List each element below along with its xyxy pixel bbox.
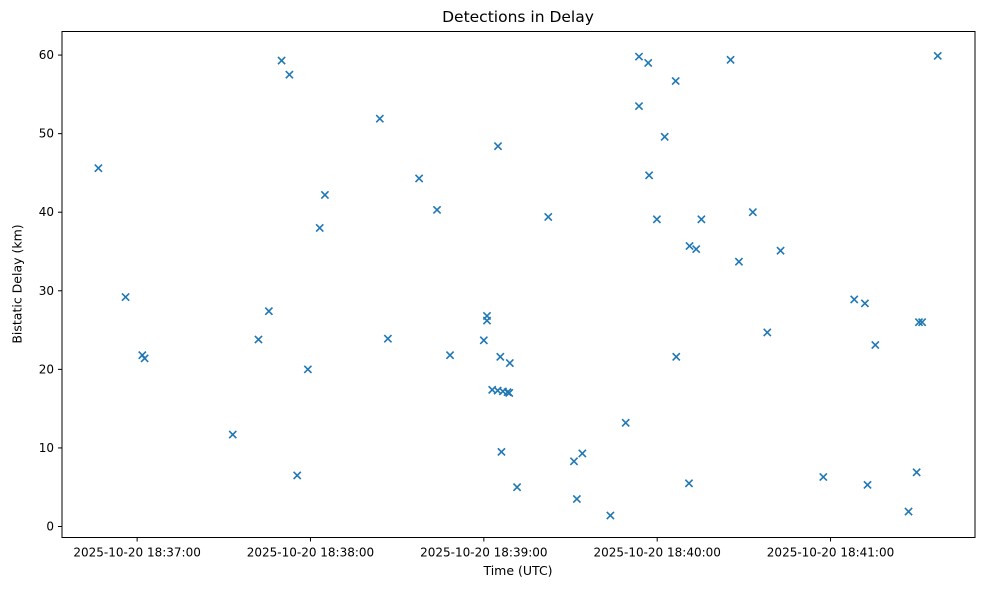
- y-tick-label: 30: [39, 284, 54, 298]
- x-tick-label: 2025-10-20 18:38:00: [247, 546, 374, 560]
- data-point-marker: [375, 114, 384, 123]
- data-point-marker: [432, 205, 442, 215]
- data-point-marker: [578, 449, 587, 458]
- data-point-marker: [544, 212, 553, 222]
- data-point-marker: [496, 352, 505, 361]
- data-point-marker: [933, 51, 942, 61]
- y-axis-label: Bistatic Delay (km): [9, 224, 25, 344]
- data-point-marker: [497, 447, 506, 457]
- data-point-marker: [914, 318, 924, 327]
- x-axis-label: Time (UTC): [483, 563, 553, 578]
- data-point-marker: [303, 365, 313, 374]
- data-point-marker: [652, 215, 662, 224]
- data-point-marker: [512, 483, 522, 492]
- data-point-marker: [414, 174, 424, 183]
- data-point-marker: [621, 418, 630, 427]
- data-point-marker: [94, 164, 103, 173]
- data-point-marker: [850, 295, 859, 304]
- data-point-marker: [692, 244, 701, 254]
- data-point-marker: [569, 457, 579, 466]
- data-point-marker: [672, 352, 681, 361]
- data-point-marker: [748, 208, 757, 217]
- data-point-marker: [644, 171, 654, 180]
- data-point-marker: [863, 480, 872, 490]
- y-tick-label: 60: [39, 48, 54, 62]
- data-point-marker: [606, 511, 615, 520]
- data-point-marker: [320, 190, 330, 200]
- data-point-marker: [660, 132, 669, 141]
- data-point-marker: [697, 215, 706, 224]
- x-tick-label: 2025-10-20 18:41:00: [767, 546, 894, 560]
- data-point-marker: [871, 340, 880, 350]
- data-point-marker: [634, 52, 644, 61]
- y-tick-label: 20: [39, 362, 54, 376]
- data-point-marker: [254, 335, 263, 344]
- data-point-marker: [634, 101, 644, 111]
- data-point-marker: [482, 316, 492, 325]
- data-point-marker: [860, 299, 870, 308]
- data-point-marker: [277, 56, 286, 65]
- data-point-marker: [644, 58, 653, 68]
- y-tick-label: 10: [39, 441, 54, 455]
- data-point-marker: [819, 472, 828, 482]
- data-point-marker: [285, 70, 294, 79]
- data-point-marker: [315, 223, 324, 233]
- x-tick-label: 2025-10-20 18:39:00: [420, 546, 547, 560]
- data-point-marker: [572, 494, 582, 504]
- data-point-marker: [445, 351, 455, 360]
- data-point-marker: [293, 471, 302, 480]
- data-point-marker: [917, 318, 927, 327]
- data-point-marker: [671, 76, 680, 86]
- y-tick-label: 0: [46, 520, 54, 534]
- data-point-marker: [904, 507, 913, 516]
- data-point-marker: [228, 430, 237, 439]
- plot-title: Detections in Delay: [442, 8, 594, 26]
- x-tick-label: 2025-10-20 18:40:00: [593, 546, 720, 560]
- data-point-marker: [140, 354, 149, 363]
- y-tick-label: 50: [39, 127, 54, 141]
- data-point-marker: [493, 142, 503, 151]
- data-point-marker: [776, 246, 785, 255]
- axes-spines: [61, 31, 976, 538]
- y-tick-label: 40: [39, 205, 54, 219]
- data-point-marker: [505, 388, 514, 398]
- data-point-marker: [734, 257, 744, 266]
- data-point-marker: [912, 468, 921, 477]
- data-point-marker: [383, 334, 393, 343]
- data-point-marker: [685, 241, 694, 251]
- x-tick-label: 2025-10-20 18:37:00: [73, 546, 200, 560]
- data-point-marker: [684, 479, 694, 488]
- data-point-marker: [726, 55, 735, 64]
- data-point-marker: [763, 328, 772, 337]
- data-point-marker: [505, 358, 514, 368]
- data-point-marker: [264, 307, 274, 316]
- data-point-marker: [479, 336, 488, 345]
- data-point-marker: [121, 292, 130, 302]
